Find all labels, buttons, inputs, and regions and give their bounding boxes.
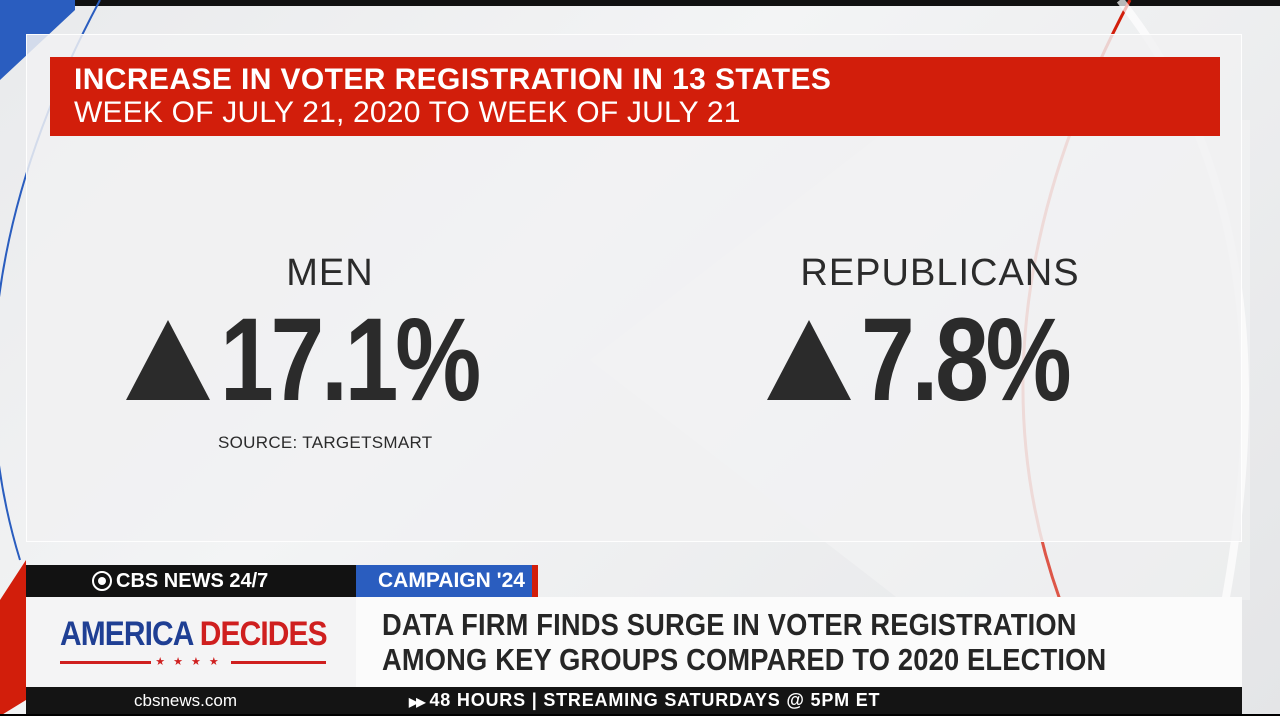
website-label: cbsnews.com xyxy=(134,691,237,710)
stat-men: MEN 17.1% xyxy=(125,252,490,426)
stat-value: 7.8% xyxy=(860,294,1072,426)
headline-banner: INCREASE IN VOTER REGISTRATION IN 13 STA… xyxy=(50,57,1220,136)
campaign-tag: CAMPAIGN '24 xyxy=(356,565,538,597)
story-line-2: AMONG KEY GROUPS COMPARED TO 2020 ELECTI… xyxy=(382,642,1107,677)
show-title-decides: DECIDES xyxy=(199,615,328,653)
show-title-america: AMERICA xyxy=(60,615,193,653)
story-line-1: DATA FIRM FINDS SURGE IN VOTER REGISTRAT… xyxy=(382,607,1077,642)
up-triangle-icon xyxy=(125,320,210,400)
ticker-crawl: ▶▶ 48 HOURS | STREAMING SATURDAYS @ 5PM E… xyxy=(409,690,880,711)
headline-title: INCREASE IN VOTER REGISTRATION IN 13 STA… xyxy=(74,63,832,96)
headline-subtitle: WEEK OF JULY 21, 2020 TO WEEK OF JULY 21 xyxy=(74,96,741,129)
network-name: CBS NEWS 24/7 xyxy=(116,569,269,592)
network-brand: CBS NEWS 24/7 xyxy=(26,565,356,597)
star-icons: ★★★★ xyxy=(151,656,231,668)
stat-republicans: REPUBLICANS 7.8% xyxy=(766,252,1090,426)
fast-forward-icon: ▶▶ xyxy=(409,695,426,709)
ticker-text: 48 HOURS | STREAMING SATURDAYS @ 5PM ET xyxy=(429,690,881,710)
top-border xyxy=(0,0,1280,6)
story-headline: DATA FIRM FINDS SURGE IN VOTER REGISTRAT… xyxy=(356,597,1242,687)
news-ticker: cbsnews.com ▶▶ 48 HOURS | STREAMING SATUR… xyxy=(26,687,1242,714)
stat-label: REPUBLICANS xyxy=(800,252,1080,294)
stat-value: 17.1% xyxy=(219,294,481,426)
bottom-border xyxy=(0,714,1280,716)
cbs-eye-icon xyxy=(92,571,112,591)
source-credit: SOURCE: TARGETSMART xyxy=(218,433,433,452)
up-triangle-icon xyxy=(766,320,851,400)
show-logo: AMERICA DECIDES ★★★★ xyxy=(26,597,356,687)
stat-label: MEN xyxy=(286,252,374,294)
